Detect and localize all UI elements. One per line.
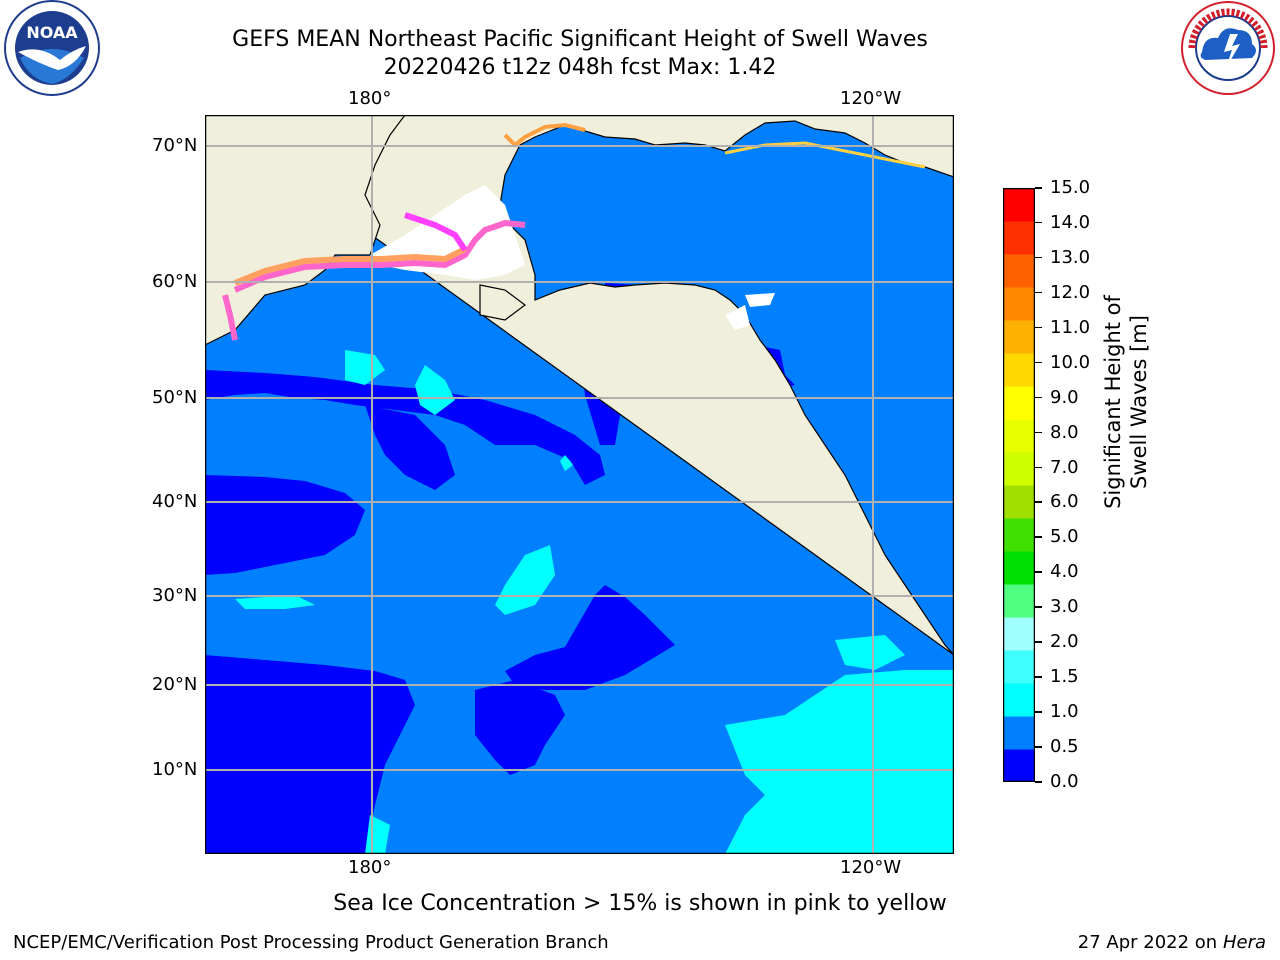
- colorbar-tick-mark: [1035, 466, 1042, 469]
- colorbar-tick-mark: [1035, 361, 1042, 364]
- colorbar-tick-mark: [1035, 711, 1042, 713]
- footer-machine: Hera: [1222, 932, 1266, 953]
- colorbar-tick-label: 2.0: [1050, 631, 1079, 653]
- colorbar-tick-label: 0.5: [1050, 736, 1079, 758]
- colorbar-block: [1003, 584, 1035, 618]
- colorbar-tick-mark: [1035, 501, 1042, 503]
- lat-label-60n: 60°N: [152, 271, 198, 292]
- colorbar-block: [1003, 518, 1035, 552]
- map-plot: [205, 115, 954, 854]
- colorbar-block: [1003, 188, 1035, 222]
- colorbar-tick-mark: [1035, 781, 1042, 783]
- colorbar-block: [1003, 650, 1035, 684]
- lon-label-bottom-180: 180°: [348, 857, 392, 878]
- colorbar-blocks: [1003, 188, 1035, 782]
- lat-label-20n: 20°N: [152, 674, 198, 695]
- colorbar-tick-mark: [1035, 641, 1042, 643]
- colorbar-tick-mark: [1035, 396, 1042, 399]
- colorbar-label: Significant Height of Swell Waves [m]: [1101, 295, 1151, 509]
- chart-title: GEFS MEAN Northeast Pacific Significant …: [232, 27, 928, 52]
- colorbar-block: [1003, 320, 1035, 354]
- colorbar-tick-mark: [1035, 676, 1042, 678]
- footer-credit: NCEP/EMC/Verification Post Processing Pr…: [13, 932, 609, 953]
- high-swell-regions: [235, 350, 954, 854]
- colorbar-tick-mark: [1035, 536, 1042, 538]
- colorbar: [1003, 188, 1035, 782]
- colorbar-tick-mark: [1035, 256, 1042, 259]
- colorbar-tick-label: 1.5: [1050, 666, 1079, 688]
- colorbar-block: [1003, 617, 1035, 651]
- colorbar-tick-mark: [1035, 326, 1042, 329]
- colorbar-tick-label: 4.0: [1050, 561, 1079, 583]
- lat-label-70n: 70°N: [152, 135, 198, 156]
- noaa-logo-text: NOAA: [26, 23, 78, 42]
- colorbar-tick-label: 8.0: [1050, 421, 1079, 443]
- footer-date-text: 27 Apr 2022 on: [1077, 932, 1223, 953]
- lat-label-50n: 50°N: [152, 387, 198, 408]
- colorbar-tick-mark: [1035, 221, 1042, 224]
- lon-label-top-180: 180°: [348, 88, 392, 109]
- colorbar-block: [1003, 254, 1035, 288]
- sea-ice-note: Sea Ice Concentration > 15% is shown in …: [333, 891, 947, 916]
- colorbar-tick-label: 0.0: [1050, 771, 1079, 792]
- lon-label-top-120w: 120°W: [840, 88, 902, 109]
- colorbar-tick-label: 3.0: [1050, 596, 1079, 618]
- colorbar-tick-label: 15.0: [1050, 177, 1091, 198]
- colorbar-frame: [1003, 188, 1035, 782]
- colorbar-tick-mark: [1035, 431, 1042, 434]
- lat-label-10n: 10°N: [152, 759, 198, 780]
- noaa-logo: NOAA: [0, 0, 105, 100]
- colorbar-tick-mark: [1035, 187, 1042, 189]
- colorbar-tick-label: 7.0: [1050, 456, 1079, 478]
- colorbar-block: [1003, 419, 1035, 453]
- lat-label-30n: 30°N: [152, 585, 198, 606]
- colorbar-tick-label: 9.0: [1050, 386, 1079, 408]
- colorbar-block: [1003, 551, 1035, 585]
- colorbar-block: [1003, 683, 1035, 717]
- nws-logo: [1178, 0, 1278, 100]
- colorbar-tick-label: 13.0: [1050, 246, 1091, 268]
- colorbar-block: [1003, 353, 1035, 387]
- colorbar-tick-mark: [1035, 571, 1042, 573]
- colorbar-tick-label: 12.0: [1050, 281, 1091, 303]
- colorbar-tick-mark: [1035, 606, 1042, 608]
- colorbar-block: [1003, 221, 1035, 255]
- colorbar-tick-label: 5.0: [1050, 526, 1079, 548]
- lat-label-40n: 40°N: [152, 491, 198, 512]
- lon-label-bottom-120w: 120°W: [840, 857, 902, 878]
- colorbar-tick-mark: [1035, 746, 1042, 748]
- colorbar-tick-label: 11.0: [1050, 316, 1091, 338]
- colorbar-tick-label: 1.0: [1050, 701, 1079, 723]
- colorbar-block: [1003, 749, 1035, 782]
- colorbar-tick-mark: [1035, 291, 1042, 294]
- footer-date: 27 Apr 2022 on Hera: [1078, 932, 1266, 953]
- graticule: [205, 115, 954, 854]
- map-frame: [205, 115, 954, 854]
- colorbar-tick-label: 10.0: [1050, 351, 1091, 373]
- colorbar-block: [1003, 386, 1035, 420]
- colorbar-block: [1003, 485, 1035, 519]
- colorbar-tick-label: 14.0: [1050, 211, 1091, 233]
- colorbar-block: [1003, 716, 1035, 750]
- colorbar-block: [1003, 287, 1035, 321]
- colorbar-tick-label: 6.0: [1050, 491, 1079, 513]
- colorbar-block: [1003, 452, 1035, 486]
- chart-subtitle: 20220426 t12z 048h fcst Max: 1.42: [383, 55, 777, 80]
